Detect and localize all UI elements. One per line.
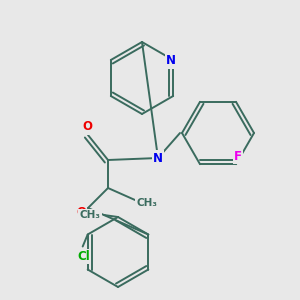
Text: N: N — [166, 55, 176, 68]
Text: CH₃: CH₃ — [80, 210, 100, 220]
Text: O: O — [82, 121, 92, 134]
Text: CH₃: CH₃ — [136, 198, 158, 208]
Text: O: O — [76, 206, 86, 220]
Text: N: N — [153, 152, 163, 164]
Text: Cl: Cl — [77, 250, 90, 263]
Text: F: F — [234, 150, 242, 163]
